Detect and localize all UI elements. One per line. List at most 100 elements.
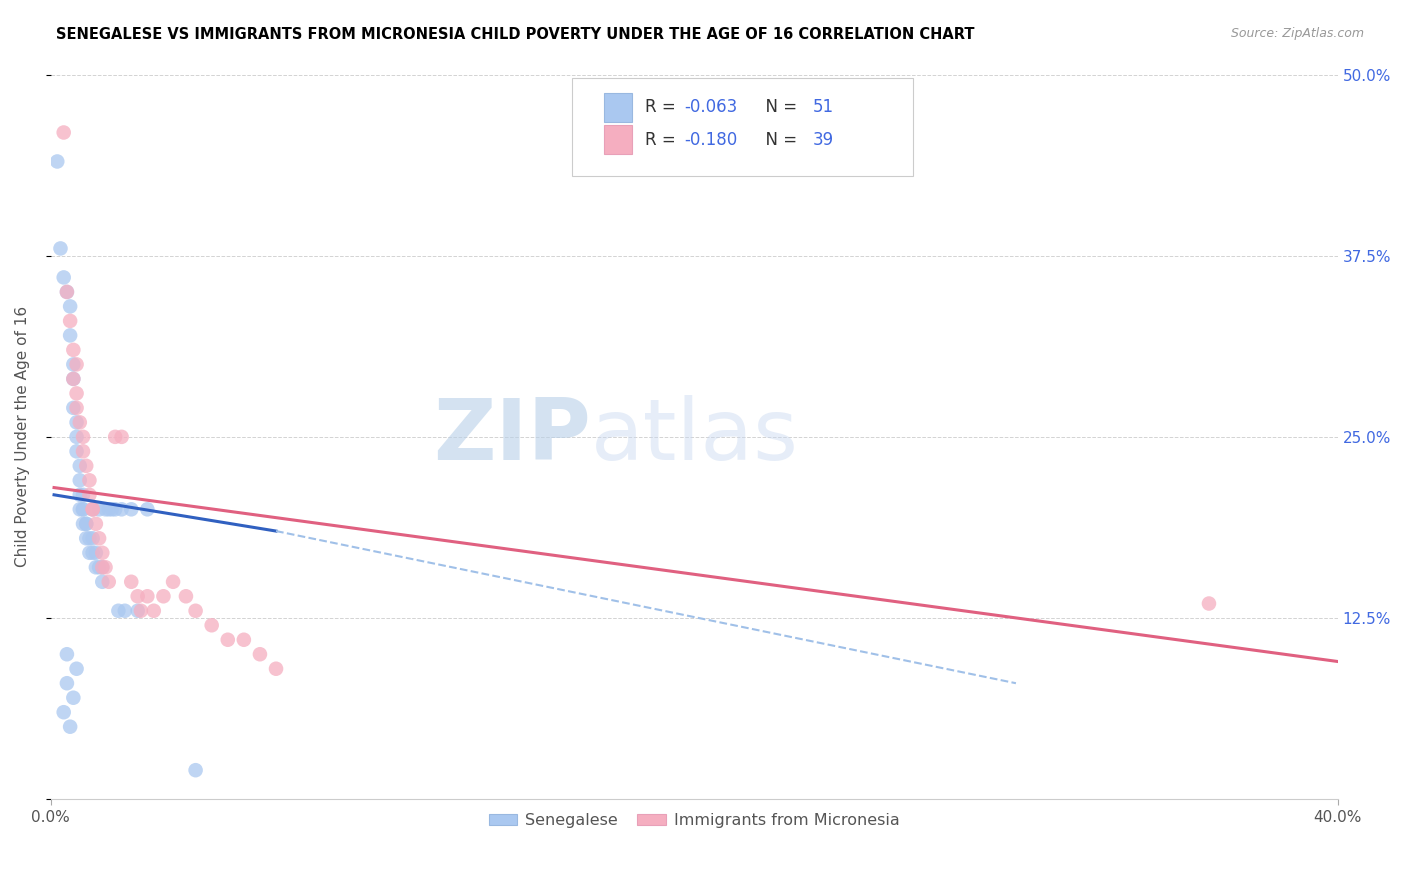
Point xyxy=(127,589,149,603)
Point xyxy=(59,314,82,328)
Point xyxy=(136,589,159,603)
Point xyxy=(56,285,79,299)
Point xyxy=(62,358,84,372)
Text: -0.180: -0.180 xyxy=(683,131,737,149)
Point xyxy=(91,546,114,560)
Point xyxy=(82,502,104,516)
Point xyxy=(87,531,110,545)
Point xyxy=(97,502,120,516)
Point xyxy=(79,488,101,502)
Point xyxy=(56,285,79,299)
Point xyxy=(82,502,104,516)
Text: SENEGALESE VS IMMIGRANTS FROM MICRONESIA CHILD POVERTY UNDER THE AGE OF 16 CORRE: SENEGALESE VS IMMIGRANTS FROM MICRONESIA… xyxy=(56,27,974,42)
Point xyxy=(87,560,110,574)
Point xyxy=(65,444,87,458)
Text: 51: 51 xyxy=(813,98,834,116)
Text: 39: 39 xyxy=(813,131,834,149)
Text: N =: N = xyxy=(755,131,801,149)
Point xyxy=(56,676,79,690)
Text: atlas: atlas xyxy=(592,395,799,478)
Point xyxy=(62,372,84,386)
Point xyxy=(91,560,114,574)
Point xyxy=(59,300,82,314)
Point xyxy=(174,589,197,603)
Point xyxy=(52,705,75,719)
Point xyxy=(120,574,142,589)
Point xyxy=(249,647,271,661)
Point xyxy=(52,270,75,285)
Point xyxy=(56,647,79,661)
FancyBboxPatch shape xyxy=(605,93,633,121)
Point xyxy=(72,516,94,531)
Text: Source: ZipAtlas.com: Source: ZipAtlas.com xyxy=(1230,27,1364,40)
Text: N =: N = xyxy=(755,98,801,116)
Point xyxy=(94,502,117,516)
Text: ZIP: ZIP xyxy=(433,395,592,478)
Point xyxy=(65,358,87,372)
Point xyxy=(62,401,84,415)
Point xyxy=(110,502,132,516)
Point xyxy=(184,604,207,618)
Point xyxy=(142,604,165,618)
Point xyxy=(84,546,107,560)
Point xyxy=(101,502,124,516)
Point xyxy=(75,516,97,531)
Point xyxy=(97,574,120,589)
Point xyxy=(84,560,107,574)
Point xyxy=(72,502,94,516)
Point xyxy=(69,473,91,487)
Point xyxy=(59,328,82,343)
Point xyxy=(104,502,127,516)
Point xyxy=(62,690,84,705)
Point xyxy=(65,415,87,429)
Point xyxy=(129,604,152,618)
Point xyxy=(72,502,94,516)
Point xyxy=(69,488,91,502)
Point xyxy=(232,632,254,647)
FancyBboxPatch shape xyxy=(572,78,912,176)
Point xyxy=(91,560,114,574)
Legend: Senegalese, Immigrants from Micronesia: Senegalese, Immigrants from Micronesia xyxy=(482,807,907,835)
Point xyxy=(152,589,174,603)
Point xyxy=(62,343,84,357)
Point xyxy=(120,502,142,516)
Point xyxy=(72,430,94,444)
Text: -0.063: -0.063 xyxy=(683,98,737,116)
Point xyxy=(201,618,224,632)
Point xyxy=(75,516,97,531)
Point xyxy=(184,763,207,777)
Point xyxy=(65,430,87,444)
Point xyxy=(75,458,97,473)
Text: R =: R = xyxy=(645,98,682,116)
Point xyxy=(69,415,91,429)
Point xyxy=(82,531,104,545)
Point xyxy=(79,531,101,545)
Point xyxy=(79,473,101,487)
Point xyxy=(69,458,91,473)
Point xyxy=(91,574,114,589)
Point xyxy=(264,662,287,676)
Point xyxy=(59,720,82,734)
Point xyxy=(62,372,84,386)
Point xyxy=(104,430,127,444)
Point xyxy=(1198,597,1220,611)
Point xyxy=(87,502,110,516)
Point xyxy=(75,531,97,545)
Point xyxy=(82,502,104,516)
Point xyxy=(65,386,87,401)
Point xyxy=(49,242,72,256)
Y-axis label: Child Poverty Under the Age of 16: Child Poverty Under the Age of 16 xyxy=(15,306,30,567)
Point xyxy=(114,604,136,618)
Point xyxy=(162,574,184,589)
Point xyxy=(72,444,94,458)
FancyBboxPatch shape xyxy=(605,125,633,154)
Point xyxy=(107,604,129,618)
Point xyxy=(127,604,149,618)
Point xyxy=(136,502,159,516)
Point xyxy=(82,546,104,560)
Point xyxy=(65,401,87,415)
Point xyxy=(110,430,132,444)
Point xyxy=(72,488,94,502)
Point xyxy=(79,546,101,560)
Point xyxy=(69,502,91,516)
